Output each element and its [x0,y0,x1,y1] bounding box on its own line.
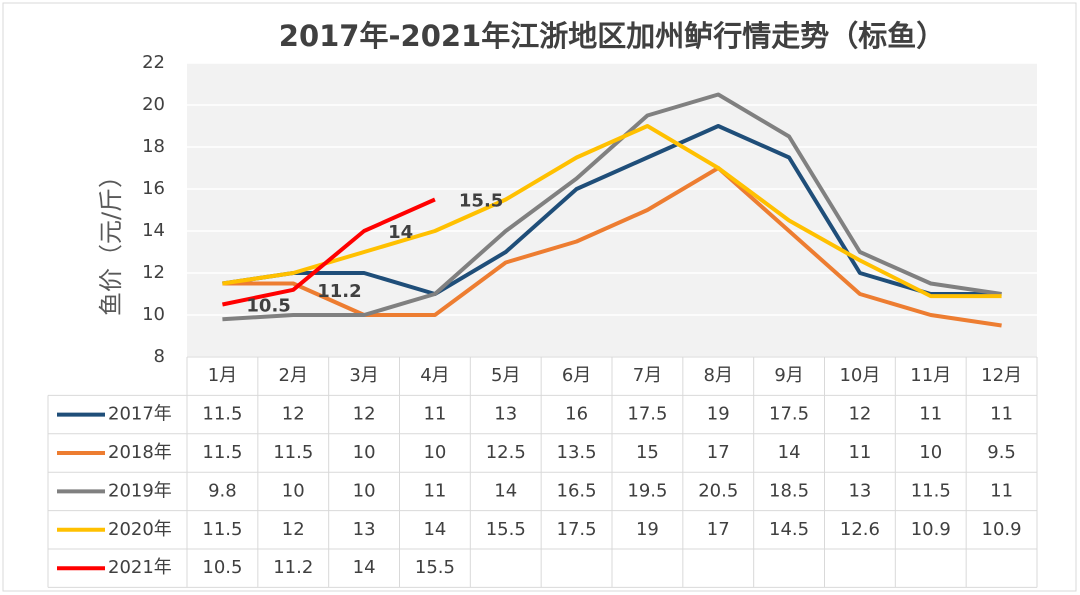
table-cell: 17 [707,519,730,540]
table-cell: 13 [848,480,871,501]
table-cell: 9.8 [208,480,237,501]
table-cell: 10 [353,480,376,501]
table-cell: 16 [565,404,588,425]
x-tick-label: 10月 [839,365,880,386]
y-tick-label: 10 [142,304,165,325]
table-cell: 14 [778,442,801,463]
table-cell: 11 [423,480,446,501]
table-cell: 13 [353,519,376,540]
x-tick-label: 1月 [208,365,237,386]
table-cell: 10 [423,442,446,463]
table-cell: 10 [919,442,942,463]
x-tick-label: 12月 [981,365,1022,386]
y-tick-label: 14 [142,220,165,241]
series-line [222,124,1002,299]
legend-label: 2021年 [108,557,172,578]
table-cell: 14 [353,557,376,578]
data-label: 14 [388,222,413,243]
x-tick-label: 11月 [910,365,951,386]
legend-label: 2017年 [108,404,172,425]
table-cell: 19.5 [627,480,667,501]
table-cell: 14 [494,480,517,501]
table-cell: 11.5 [202,442,242,463]
x-tick-label: 8月 [704,365,733,386]
table-cell: 11.5 [273,442,313,463]
table-cell: 15.5 [486,519,526,540]
y-tick-label: 20 [142,94,165,115]
table-cell: 14 [423,519,446,540]
table-cell: 12 [282,404,305,425]
x-tick-label: 4月 [420,365,449,386]
table-cell: 10.9 [911,519,951,540]
table-cell: 17.5 [769,404,809,425]
series-line [222,92,1002,322]
legend-label: 2020年 [108,519,172,540]
table-cell: 11 [848,442,871,463]
table-cell: 13 [494,404,517,425]
table-cell: 17.5 [627,404,667,425]
table-cell: 10.5 [202,557,242,578]
data-label: 11.2 [317,281,361,302]
table-cell: 15 [636,442,659,463]
table-cell: 14.5 [769,519,809,540]
y-tick-label: 18 [142,136,165,157]
table-cell: 10 [353,442,376,463]
table-cell: 20.5 [698,480,738,501]
table-cell: 11.5 [202,519,242,540]
table-cell: 10 [282,480,305,501]
table-cell: 12 [282,519,305,540]
y-tick-label: 22 [142,52,165,73]
table-cell: 9.5 [987,442,1016,463]
table-cell: 11.5 [202,404,242,425]
chart-title: 2017年-2021年江浙地区加州鲈行情走势（标鱼） [279,19,945,53]
series-line [222,197,436,307]
x-tick-label: 7月 [633,365,662,386]
data-label: 10.5 [246,296,290,317]
y-tick-label: 16 [142,178,165,199]
y-tick-label: 12 [142,262,165,283]
table-cell: 15.5 [415,557,455,578]
x-tick-label: 9月 [774,365,803,386]
table-cell: 17 [707,442,730,463]
legend-label: 2019年 [108,480,172,501]
table-cell: 13.5 [557,442,597,463]
y-tick-label: 8 [154,346,165,367]
plot-area [187,63,1037,357]
table-cell: 12 [353,404,376,425]
data-label: 15.5 [459,191,503,212]
x-tick-label: 3月 [349,365,378,386]
table-cell: 11 [919,404,942,425]
series-line [222,124,1002,296]
table-cell: 10.9 [982,519,1022,540]
y-axis-label: 鱼价（元/斤） [97,164,125,316]
table-cell: 17.5 [557,519,597,540]
series-line [222,166,1002,328]
table-cell: 18.5 [769,480,809,501]
table-cell: 11 [990,480,1013,501]
table-cell: 11.2 [273,557,313,578]
table-cell: 19 [707,404,730,425]
legend-label: 2018年 [108,442,172,463]
x-tick-label: 2月 [279,365,308,386]
x-tick-label: 5月 [491,365,520,386]
table-cell: 16.5 [557,480,597,501]
table-cell: 11.5 [911,480,951,501]
table-cell: 19 [636,519,659,540]
table-cell: 11 [423,404,446,425]
table-cell: 12.5 [486,442,526,463]
table-cell: 11 [990,404,1013,425]
table-cell: 12 [848,404,871,425]
x-tick-label: 6月 [562,365,591,386]
table-cell: 12.6 [840,519,880,540]
